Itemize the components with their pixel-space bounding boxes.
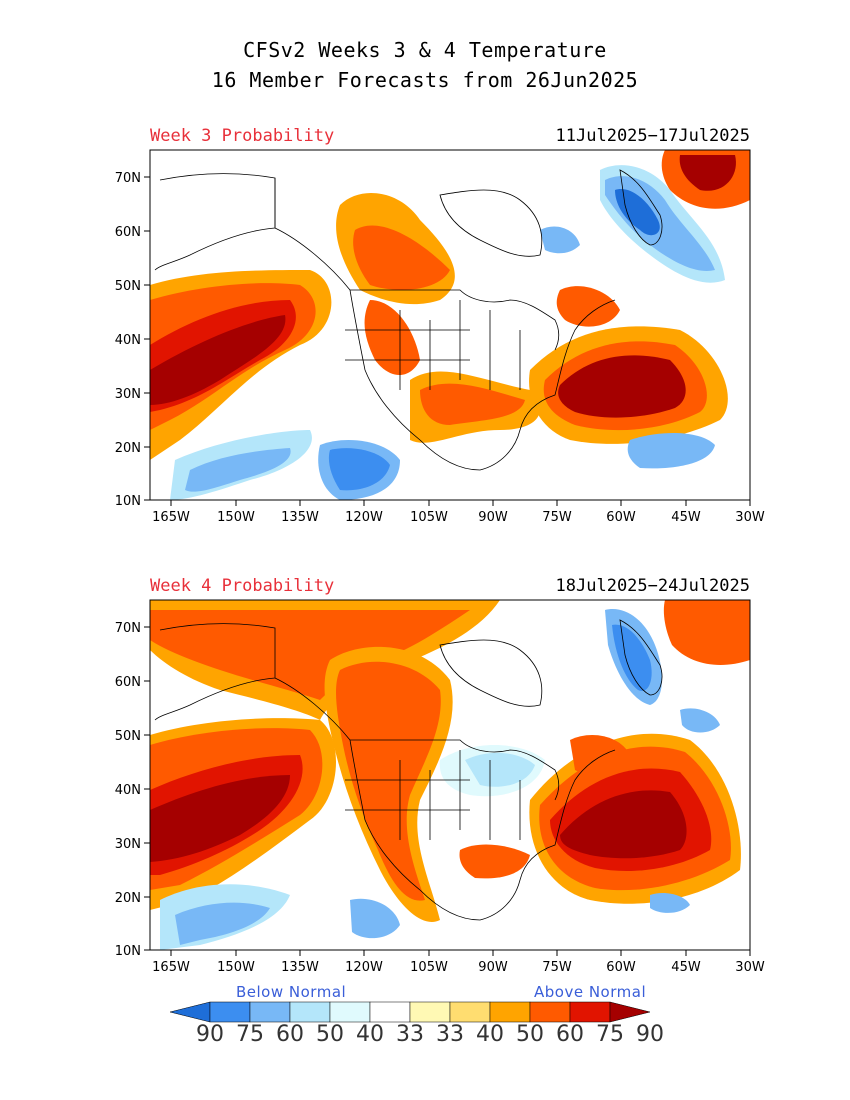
colorbar-level: 50 (516, 1022, 544, 1047)
lat-tick: 30N (115, 837, 141, 852)
colorbar-level: 75 (236, 1022, 264, 1047)
lat-tick: 70N (115, 171, 141, 186)
lon-tick: 75W (542, 960, 572, 975)
lon-tick: 45W (671, 510, 701, 525)
lat-tick: 10N (115, 944, 141, 959)
lon-tick: 60W (606, 510, 636, 525)
colorbar-level: 60 (556, 1022, 584, 1047)
lon-tick: 135W (281, 510, 319, 525)
week3-map: 70N 60N 50N 40N 30N 20N 10N 165W 150W 13… (115, 149, 765, 525)
lat-tick: 30N (115, 387, 141, 402)
lon-tick: 60W (606, 960, 636, 975)
colorbar-swatch (449, 1001, 491, 1023)
week3-dates: 11Jul2025−17Jul2025 (555, 126, 750, 146)
lat-tick: 20N (115, 891, 141, 906)
lon-tick: 30W (735, 960, 765, 975)
lon-tick: 120W (345, 510, 383, 525)
lon-tick: 30W (735, 510, 765, 525)
lon-tick: 75W (542, 510, 572, 525)
week3-label: Week 3 Probability (150, 126, 335, 146)
colorbar-swatch (409, 1001, 451, 1023)
lon-tick: 135W (281, 960, 319, 975)
lat-tick: 40N (115, 783, 141, 798)
week4-dates: 18Jul2025−24Jul2025 (555, 576, 750, 596)
lat-tick: 40N (115, 333, 141, 348)
colorbar-level: 90 (636, 1022, 664, 1047)
colorbar-level: 60 (276, 1022, 304, 1047)
colorbar-swatch (569, 1001, 611, 1023)
lat-tick: 10N (115, 494, 141, 509)
week4-map: 70N 60N 50N 40N 30N 20N 10N 165W 150W 13… (115, 599, 765, 975)
lat-tick: 60N (115, 225, 141, 240)
below-normal-label: Below Normal (236, 983, 347, 1001)
lat-tick: 70N (115, 621, 141, 636)
lon-tick: 90W (478, 510, 508, 525)
lon-tick: 150W (217, 510, 255, 525)
colorbar-swatch (329, 1001, 371, 1023)
colorbar-swatch (529, 1001, 571, 1023)
lat-tick: 20N (115, 441, 141, 456)
lon-tick: 165W (152, 510, 190, 525)
colorbar-swatch (289, 1001, 331, 1023)
colorbar-swatch (489, 1001, 531, 1023)
lon-tick: 165W (152, 960, 190, 975)
colorbar-swatch (369, 1001, 411, 1023)
lat-tick: 60N (115, 675, 141, 690)
lon-tick: 90W (478, 960, 508, 975)
colorbar-level: 33 (396, 1022, 424, 1047)
colorbar-level: 40 (476, 1022, 504, 1047)
lon-tick: 120W (345, 960, 383, 975)
colorbar-level: 40 (356, 1022, 384, 1047)
above-normal-label: Above Normal (534, 983, 647, 1001)
colorbar-level: 50 (316, 1022, 344, 1047)
colorbar (170, 1001, 651, 1023)
week4-label: Week 4 Probability (150, 576, 335, 596)
colorbar-level: 75 (596, 1022, 624, 1047)
lon-tick: 105W (410, 510, 448, 525)
colorbar-swatch (170, 1001, 211, 1023)
colorbar-level: 33 (436, 1022, 464, 1047)
lon-tick: 105W (410, 960, 448, 975)
lat-tick: 50N (115, 729, 141, 744)
colorbar-level: 90 (196, 1022, 224, 1047)
title-line-1: CFSv2 Weeks 3 & 4 Temperature (243, 38, 607, 62)
colorbar-swatch (209, 1001, 251, 1023)
colorbar-swatch (609, 1001, 651, 1023)
lon-tick: 45W (671, 960, 701, 975)
colorbar-swatch (249, 1001, 291, 1023)
lon-tick: 150W (217, 960, 255, 975)
lat-tick: 50N (115, 279, 141, 294)
title-line-2: 16 Member Forecasts from 26Jun2025 (211, 68, 639, 92)
